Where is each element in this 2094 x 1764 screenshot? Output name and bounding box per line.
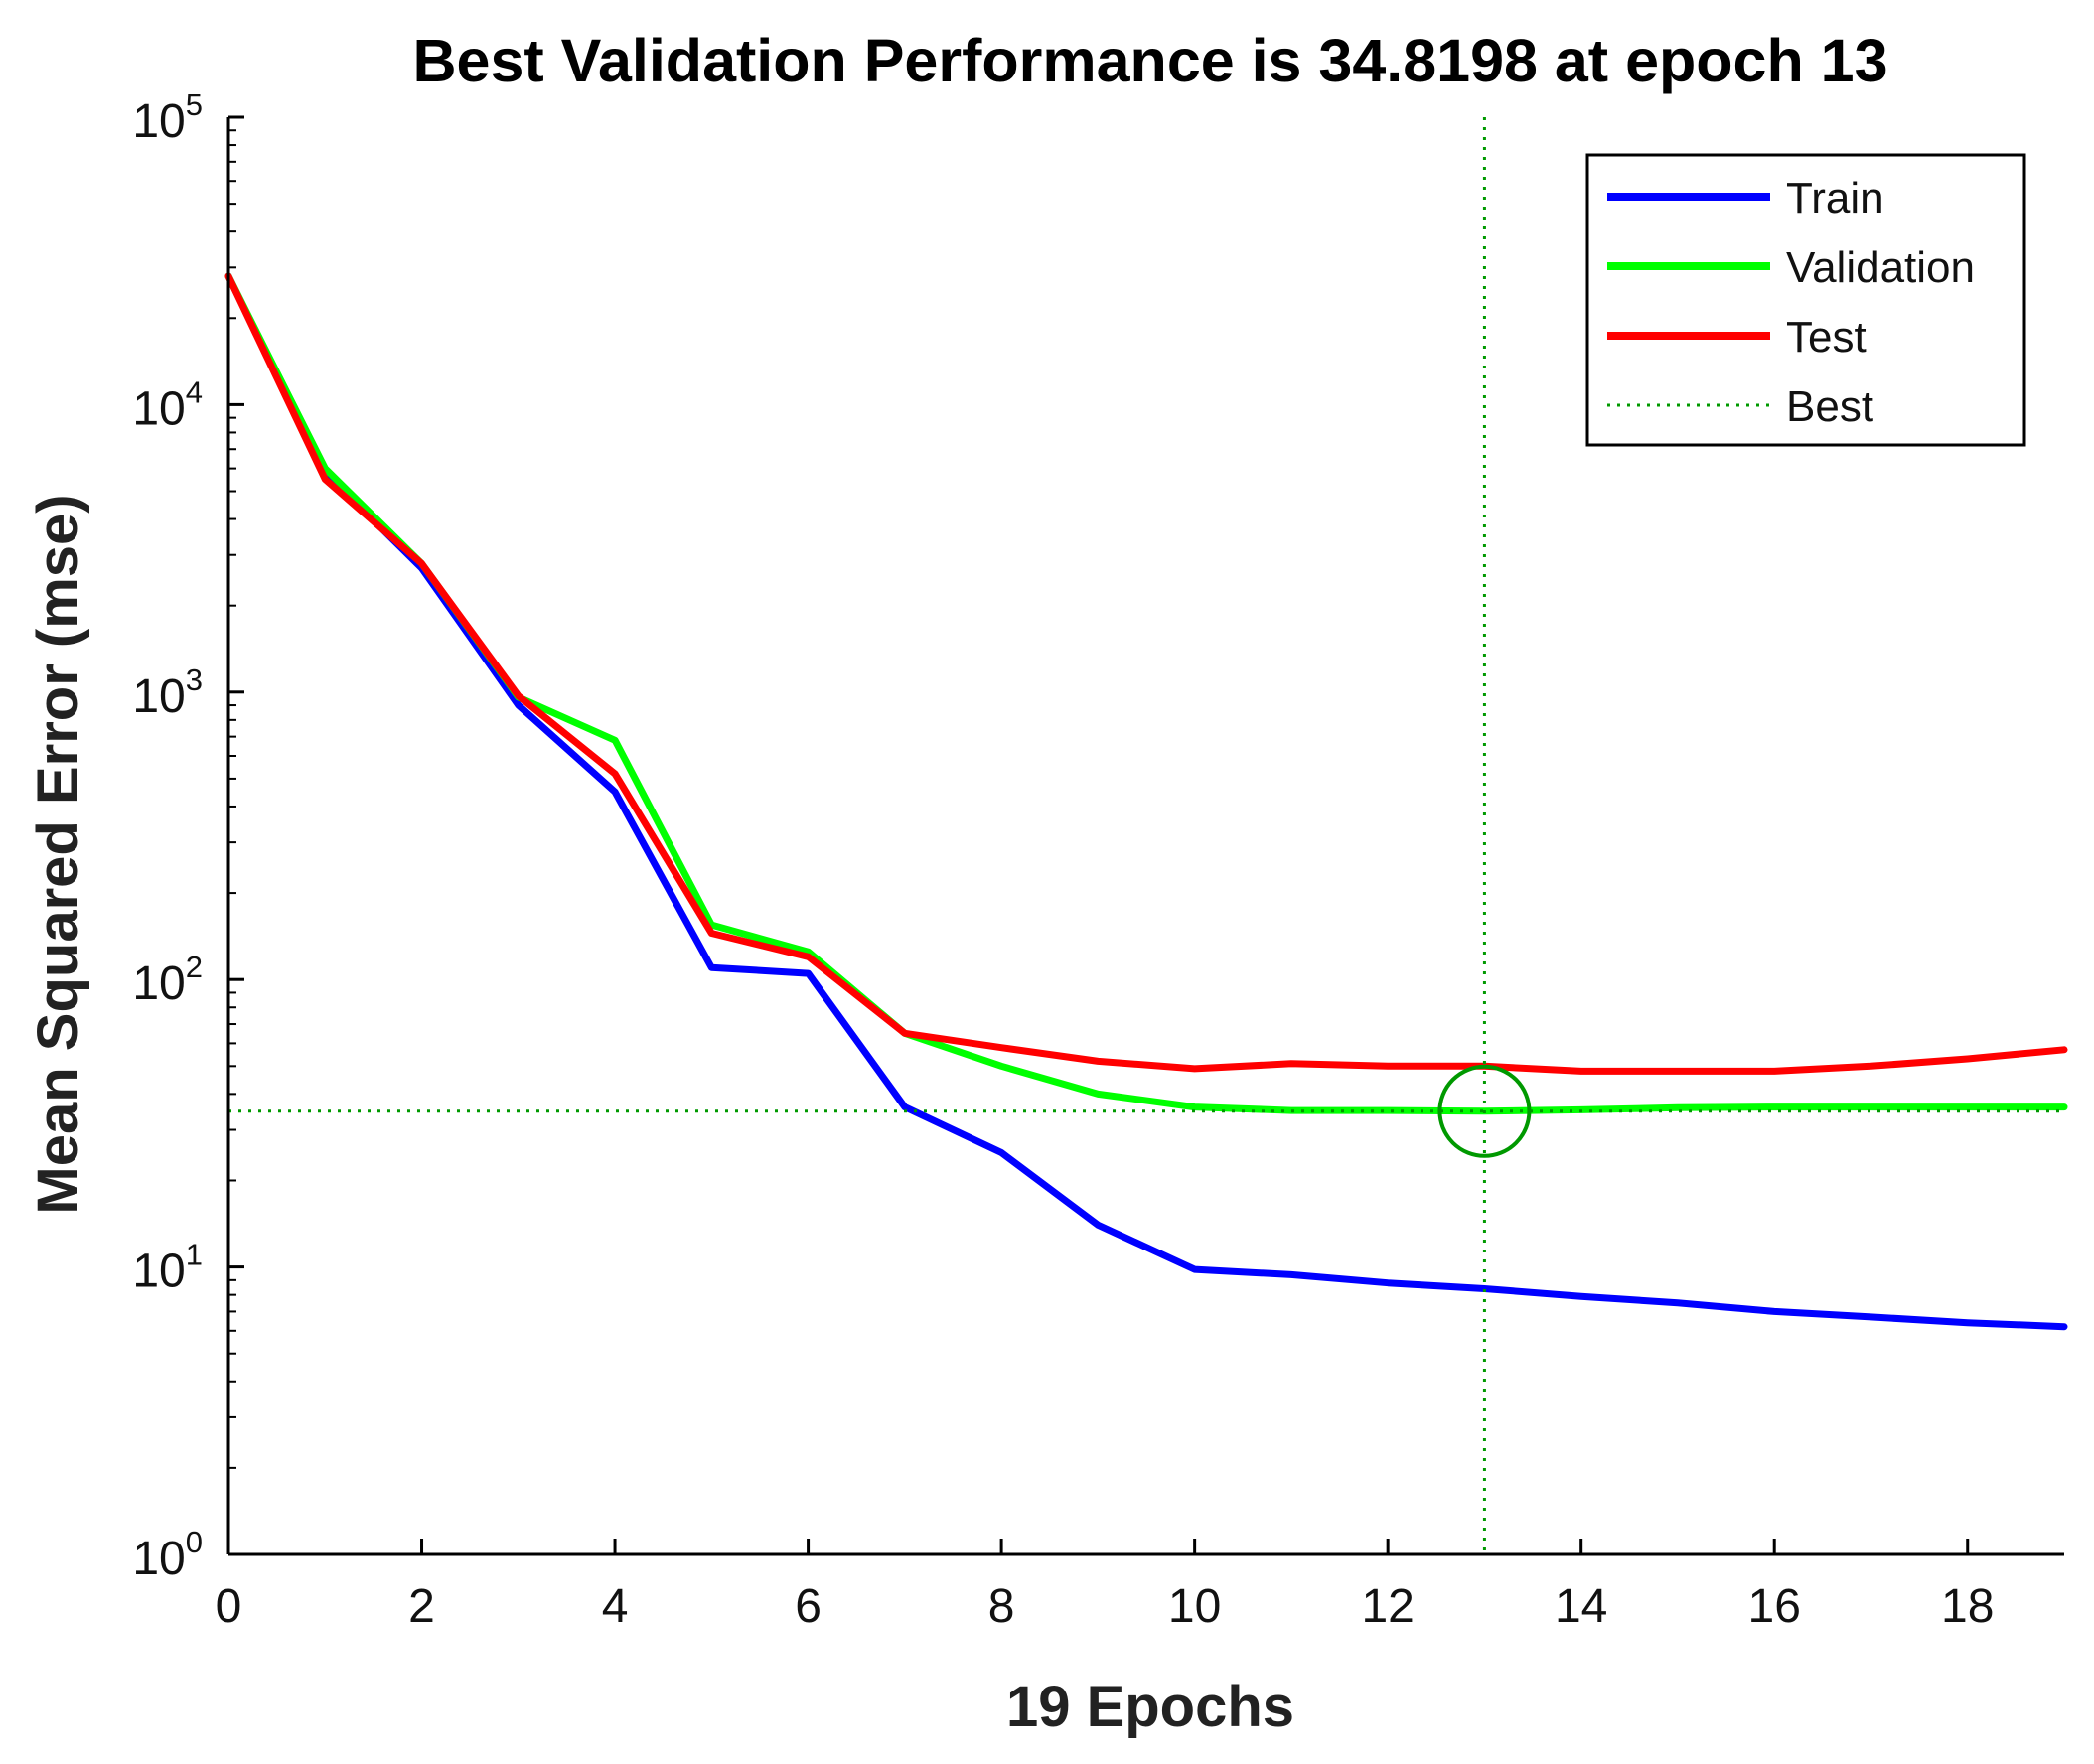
legend-box xyxy=(1585,153,2026,447)
best-marker-circle xyxy=(1437,1064,1532,1158)
x-tick-label: 4 xyxy=(602,1580,629,1633)
legend-best-label: Best xyxy=(1786,382,1873,431)
x-tick-label: 12 xyxy=(1361,1580,1414,1633)
x-tick-label: 16 xyxy=(1748,1580,1801,1633)
x-tick-label: 18 xyxy=(1941,1580,1994,1633)
series-line-train xyxy=(224,272,2068,1331)
x-tick-label: 8 xyxy=(988,1580,1015,1633)
y-tick-label: 102 xyxy=(132,950,203,1010)
y-tick-label: 100 xyxy=(132,1525,203,1585)
x-tick-label: 6 xyxy=(795,1580,822,1633)
x-axis-label: 19 Epochs xyxy=(1006,1675,1294,1739)
series-line-validation xyxy=(224,272,2068,1115)
x-tick-label: 0 xyxy=(216,1580,242,1633)
lines-layer xyxy=(224,272,2068,1331)
legend: Train Validation Test Best xyxy=(1585,153,2026,447)
y-tick-label: 105 xyxy=(132,87,203,148)
x-tick-label: 2 xyxy=(408,1580,435,1633)
x-tick-label: 14 xyxy=(1555,1580,1607,1633)
axes-layer: 0 2 4 6 8 10 12 14 16 18 100 101 102 103 104 105 xyxy=(132,87,2064,1633)
legend-validation-label: Validation xyxy=(1786,243,1975,292)
y-tick-label: 101 xyxy=(132,1238,203,1298)
y-tick-label: 104 xyxy=(132,374,203,435)
series-line-test xyxy=(224,272,2068,1075)
chart-title: Best Validation Performance is 34.8198 a… xyxy=(413,27,1888,94)
legend-test-label: Test xyxy=(1786,313,1867,362)
legend-train-label: Train xyxy=(1786,174,1884,222)
y-tick-label: 103 xyxy=(132,662,203,723)
x-tick-label: 10 xyxy=(1168,1580,1221,1633)
y-axis-label: Mean Squared Error (mse) xyxy=(26,494,90,1214)
